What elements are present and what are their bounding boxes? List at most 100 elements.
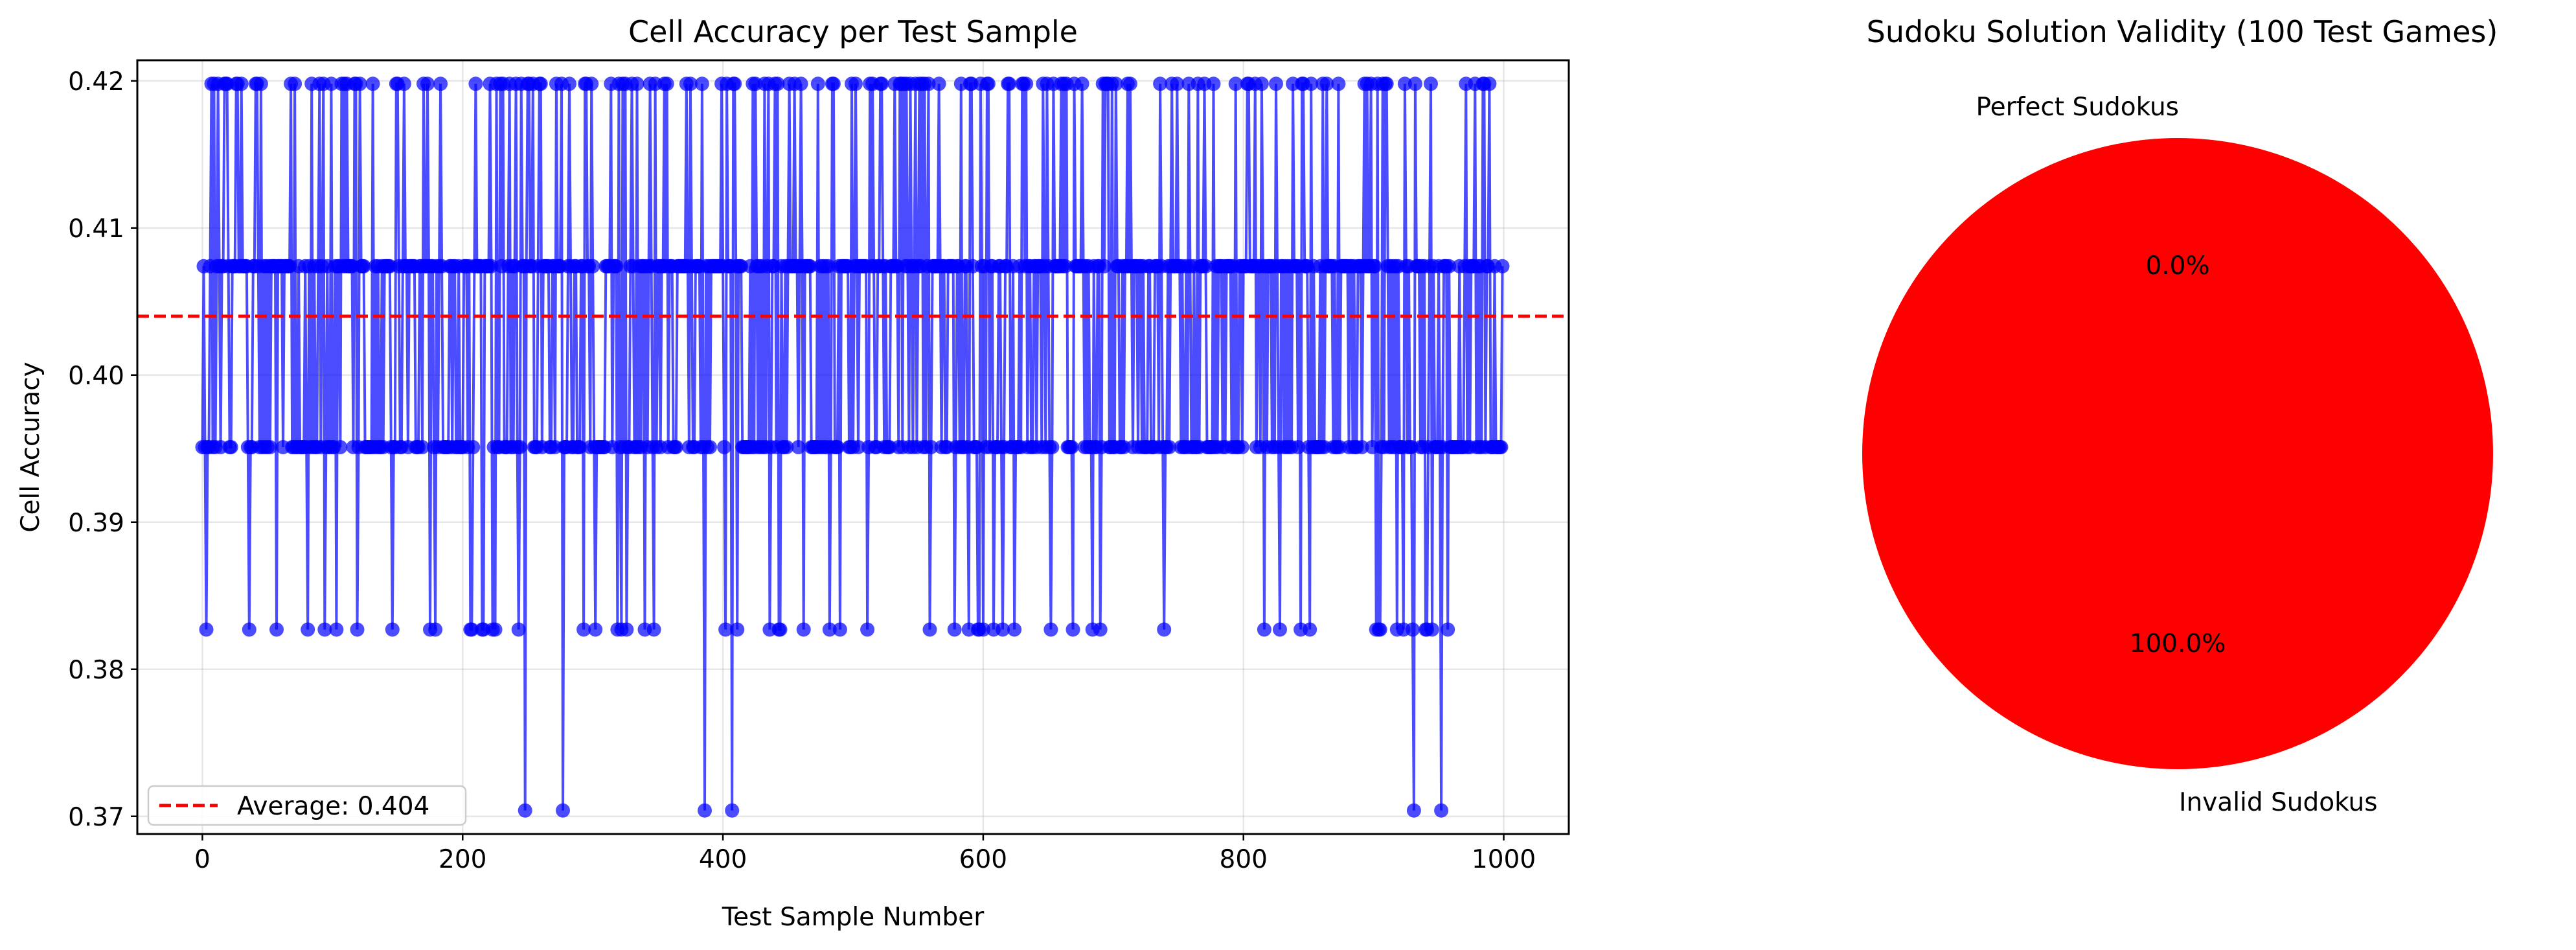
data-point — [796, 622, 811, 637]
data-point — [1482, 76, 1497, 91]
data-point — [234, 76, 249, 91]
data-point — [488, 622, 503, 637]
data-point — [1303, 622, 1317, 637]
pie-chart-title: Sudoku Solution Validity (100 Test Games… — [1867, 14, 2498, 49]
data-point — [1162, 440, 1177, 454]
data-point — [1379, 76, 1394, 91]
data-point — [718, 622, 733, 637]
data-point — [810, 76, 825, 91]
data-point — [512, 440, 527, 454]
data-point — [1408, 76, 1422, 91]
y-tick-label: 0.37 — [68, 803, 124, 832]
data-point — [830, 440, 845, 454]
data-point — [849, 76, 863, 91]
data-point — [269, 622, 284, 637]
data-point — [874, 76, 889, 91]
data-point — [773, 622, 788, 637]
data-point — [727, 76, 742, 91]
data-point — [1066, 622, 1080, 637]
data-point — [350, 622, 365, 637]
data-point — [1045, 440, 1060, 454]
data-point — [356, 259, 371, 273]
data-point — [668, 440, 683, 454]
data-point — [1442, 259, 1457, 273]
data-point — [659, 76, 674, 91]
data-point — [860, 622, 875, 637]
data-point — [931, 76, 946, 91]
data-point — [415, 440, 429, 454]
data-point — [511, 622, 526, 637]
data-point — [683, 76, 698, 91]
data-point — [1425, 622, 1439, 637]
data-point — [1064, 440, 1079, 454]
data-point — [1170, 76, 1185, 91]
data-point — [1019, 76, 1034, 91]
data-point — [1228, 76, 1243, 91]
data-point — [329, 622, 344, 637]
data-point — [1058, 259, 1073, 273]
data-point — [1093, 622, 1108, 637]
legend: Average: 0.404 — [147, 785, 467, 826]
y-tick-label: 0.42 — [68, 67, 124, 97]
y-tick-label: 0.41 — [68, 214, 124, 244]
data-point — [975, 622, 990, 637]
data-point — [1198, 259, 1213, 273]
data-point — [352, 76, 367, 91]
data-point — [1291, 440, 1306, 454]
line-series — [195, 76, 1510, 818]
legend-box — [147, 785, 467, 826]
data-point — [223, 440, 238, 454]
y-tick-label: 0.39 — [68, 509, 124, 538]
data-point — [1397, 76, 1412, 91]
data-point — [420, 76, 435, 91]
data-point — [1097, 259, 1111, 273]
data-point — [1495, 259, 1510, 273]
data-point — [1354, 440, 1369, 454]
data-point — [324, 76, 339, 91]
data-point — [924, 440, 939, 454]
y-tick-label: 0.38 — [68, 656, 124, 685]
data-point — [288, 76, 302, 91]
data-point — [573, 440, 587, 454]
x-tick-label: 200 — [439, 845, 486, 874]
data-point — [199, 622, 214, 637]
x-tick-label: 1000 — [1472, 845, 1536, 874]
plot-area-frame — [136, 59, 1570, 835]
data-point — [779, 440, 794, 454]
line-chart-title: Cell Accuracy per Test Sample — [628, 14, 1078, 49]
data-point — [832, 622, 847, 637]
x-tick-label: 800 — [1220, 845, 1268, 874]
data-point — [1269, 76, 1283, 91]
data-point — [396, 76, 411, 91]
data-point — [466, 440, 481, 454]
data-point — [793, 76, 808, 91]
data-point — [1153, 76, 1168, 91]
data-point — [1002, 76, 1017, 91]
data-point — [333, 440, 348, 454]
data-point — [821, 259, 836, 273]
x-axis-ticks: 0 200 400 600 800 1000 — [194, 834, 1536, 874]
data-point — [586, 259, 600, 273]
pie-percent-invalid-sudokus: 100.0% — [2130, 629, 2226, 658]
data-point — [365, 76, 380, 91]
y-axis-ticks: 0.37 0.38 0.39 0.40 0.41 0.42 — [68, 67, 137, 832]
data-point — [922, 622, 937, 637]
data-point — [609, 259, 624, 273]
y-axis-label: Cell Accuracy — [16, 362, 45, 532]
data-point — [253, 76, 268, 91]
data-point — [433, 76, 448, 91]
data-point — [1405, 622, 1420, 637]
data-point — [630, 76, 644, 91]
data-point — [385, 622, 400, 637]
data-point — [717, 440, 732, 454]
data-point — [730, 622, 745, 637]
data-point — [921, 76, 936, 91]
data-point — [1043, 622, 1058, 637]
data-point — [694, 76, 709, 91]
data-point — [1304, 76, 1319, 91]
data-point — [619, 622, 634, 637]
data-point — [317, 622, 332, 637]
data-point — [703, 440, 717, 454]
data-point — [646, 622, 661, 637]
